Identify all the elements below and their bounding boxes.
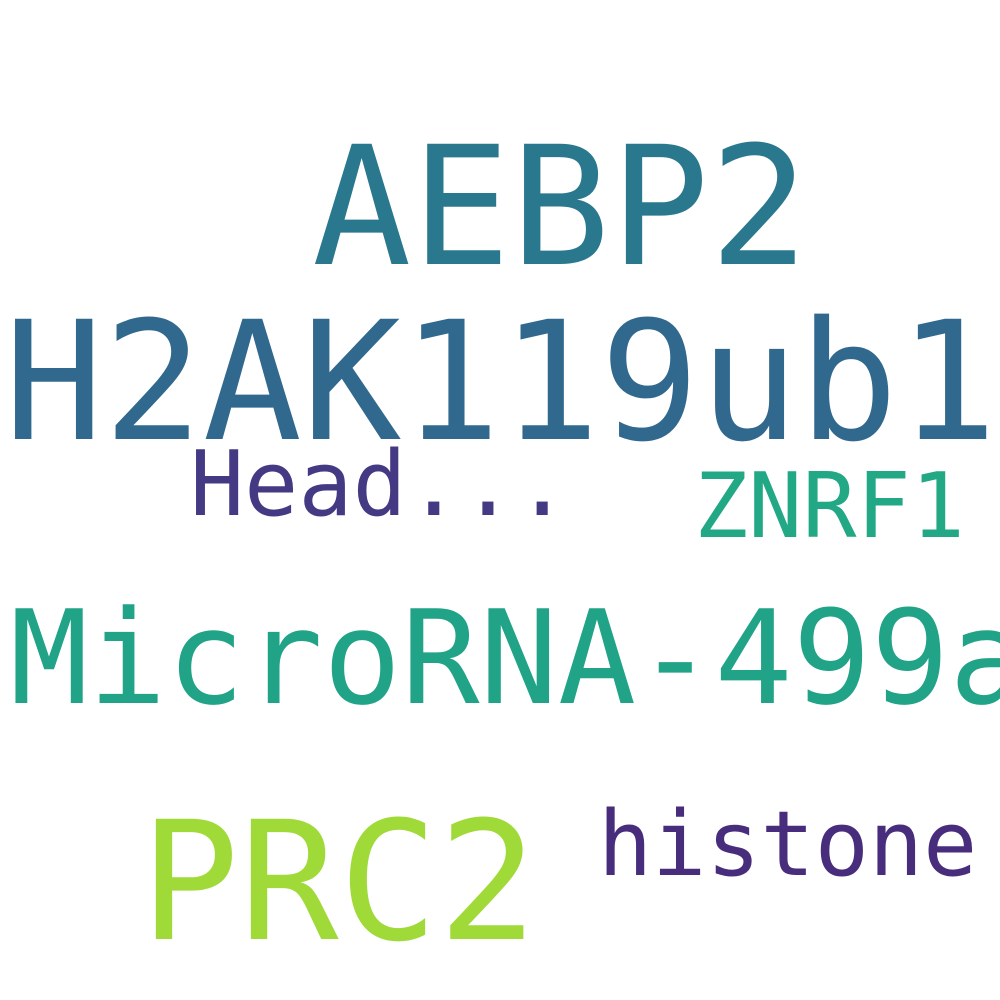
word-histone: histone bbox=[598, 792, 978, 897]
word-head: Head... bbox=[190, 432, 570, 537]
word-h2ak119ub1: H2AK119ub1 bbox=[4, 286, 998, 478]
word-prc2: PRC2 bbox=[140, 786, 538, 978]
word-aebp2: AEBP2 bbox=[312, 111, 809, 303]
word-znrf1: ZNRF1 bbox=[694, 454, 965, 559]
word-microrna-499a: MicroRNA-499a bbox=[10, 582, 1000, 734]
